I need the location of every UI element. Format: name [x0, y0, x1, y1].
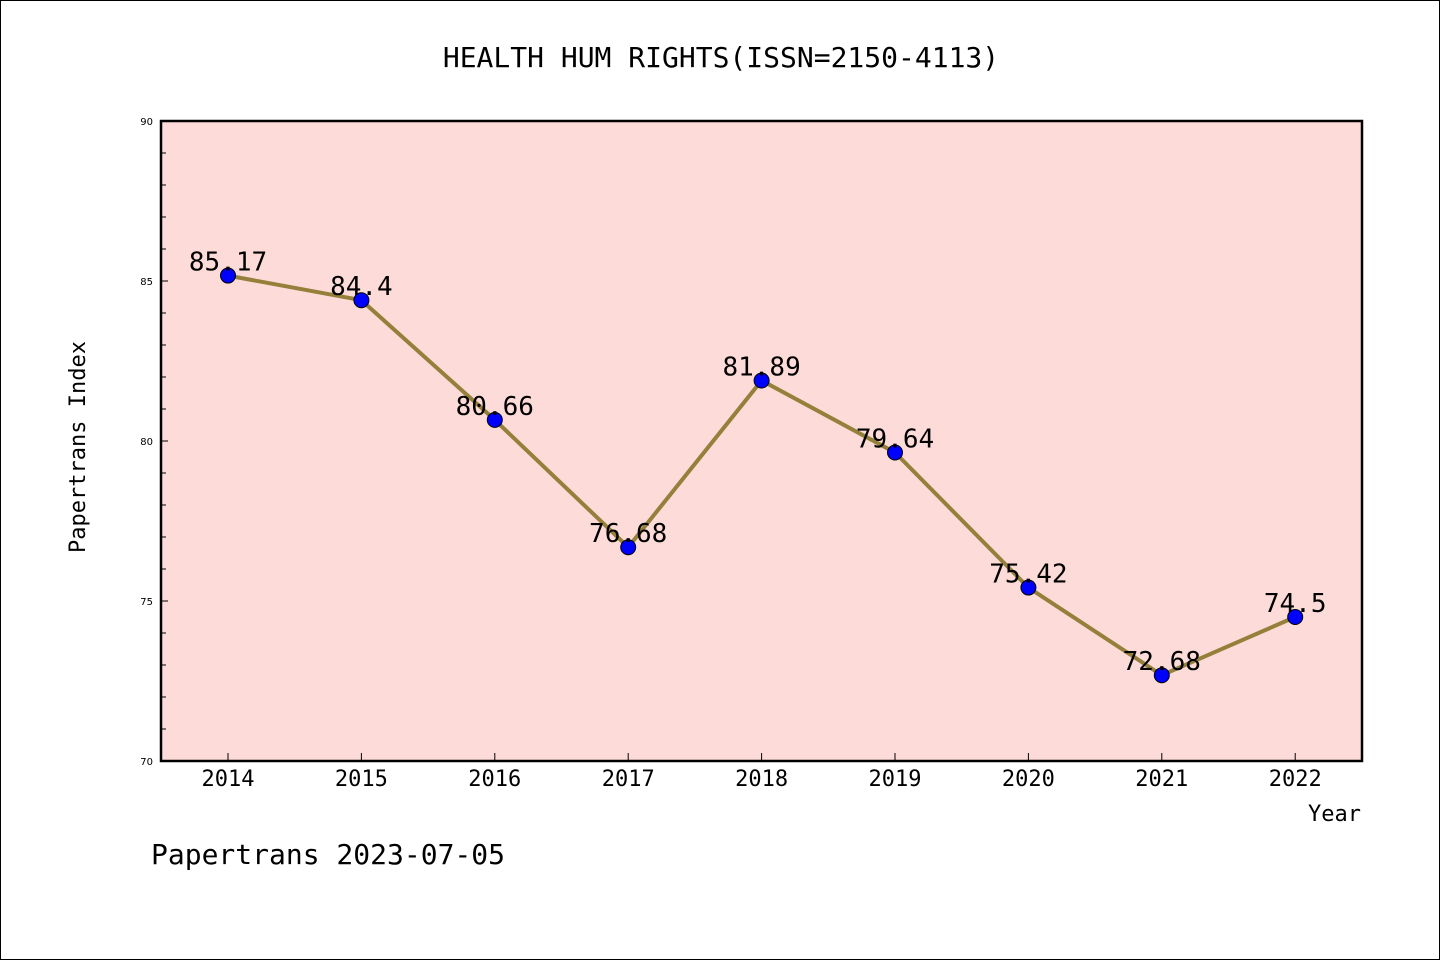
- data-point: [1287, 609, 1304, 625]
- data-point: [486, 411, 503, 428]
- data-point: [1020, 579, 1037, 596]
- x-tick-label: 2020: [1002, 767, 1055, 792]
- x-tick-label: 2019: [869, 767, 922, 792]
- y-axis-title: Papertrans Index: [66, 341, 91, 553]
- x-tick-label: 2015: [335, 767, 388, 792]
- x-tick-label: 2021: [1135, 767, 1188, 792]
- x-axis-title: Year: [1308, 802, 1361, 827]
- data-label: 74.5: [1264, 589, 1327, 619]
- footer-stamp: Papertrans 2023-07-05: [151, 838, 505, 871]
- y-tick-label: 75: [140, 597, 153, 608]
- x-tick-label: 2022: [1269, 767, 1322, 792]
- data-markers: [220, 267, 1304, 684]
- data-point: [887, 444, 903, 461]
- data-label: 72.68: [1123, 647, 1201, 677]
- x-axis-ticks: 2014 2015 2016 2017 2018 2019 2020 2021 2022: [202, 753, 1322, 792]
- x-tick-label: 2018: [735, 767, 788, 792]
- data-point: [620, 539, 637, 556]
- data-label: 76.68: [589, 519, 667, 549]
- data-label: 81.89: [722, 353, 800, 383]
- y-tick-label: 80: [140, 437, 153, 448]
- data-point: [220, 267, 236, 284]
- y-tick-label: 90: [140, 117, 153, 128]
- data-label: 85.17: [189, 248, 267, 278]
- x-tick-label: 2016: [468, 767, 521, 792]
- data-point: [1153, 667, 1170, 684]
- plot-frame: [159, 119, 1364, 763]
- data-labels: 85.17 84.4 80.66 76.68 81.89 79.64 75.42 72.68 7…: [189, 248, 1327, 678]
- y-tick-label: 85: [140, 277, 153, 288]
- y-tick-label: 70: [140, 757, 153, 768]
- chart-title: HEALTH HUM RIGHTS(ISSN=2150-4113): [443, 41, 999, 74]
- x-tick-label: 2017: [602, 767, 655, 792]
- data-label: 84.4: [330, 272, 393, 302]
- data-label: 79.64: [856, 425, 934, 455]
- data-point: [353, 292, 370, 309]
- data-label: 80.66: [456, 392, 534, 422]
- plot-area: [161, 121, 1362, 761]
- data-point: [753, 372, 770, 389]
- x-tick-label: 2014: [202, 767, 255, 792]
- data-label: 75.42: [989, 560, 1067, 590]
